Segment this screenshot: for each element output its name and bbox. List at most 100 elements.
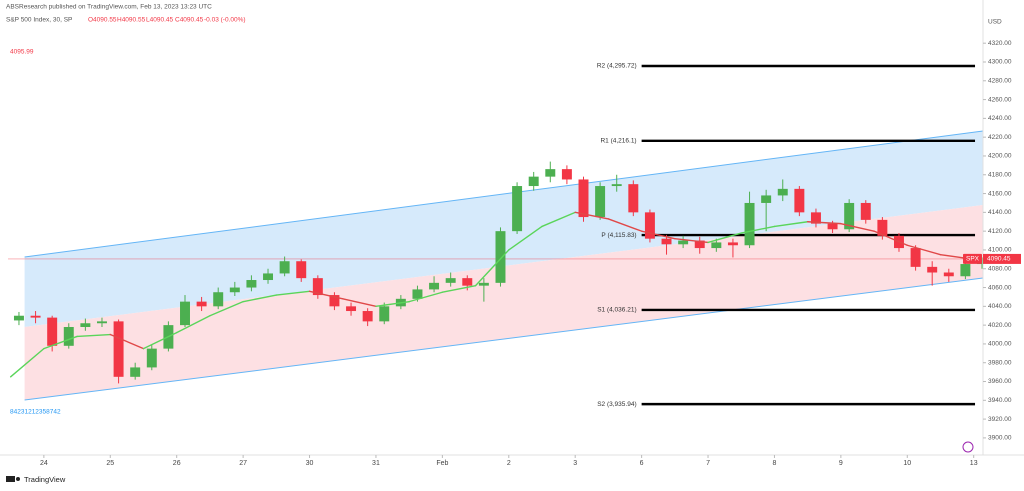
candle-body (661, 238, 672, 245)
candle-body (611, 184, 622, 187)
moving-average (574, 211, 610, 220)
y-tick-label: 3960.00 (988, 378, 1012, 385)
y-tick-label: 4220.00 (988, 134, 1012, 141)
plot-area: R2 (4,295.72) R1 (4,216.1) P (4,115.83) S1 … (8, 63, 983, 408)
moving-average (674, 237, 709, 244)
candle-body (578, 179, 589, 218)
y-tick-label: 4060.00 (988, 284, 1012, 291)
moving-average (906, 244, 942, 256)
y-tick-label: 4260.00 (988, 96, 1012, 103)
candle-body (678, 240, 689, 245)
candle-body (827, 223, 838, 230)
x-tick-label: 10 (903, 460, 911, 467)
candle-body (910, 248, 921, 267)
candle-body (445, 278, 456, 283)
footer-brand: TradingView (24, 475, 66, 484)
moving-average (43, 335, 78, 350)
moving-average (541, 211, 576, 228)
moving-average (242, 294, 278, 303)
x-tick-label: 6 (640, 460, 644, 467)
pivot-label: P (4,115.83) (601, 232, 636, 239)
candle-body (512, 186, 523, 232)
candle-body (80, 323, 91, 328)
candle-body (296, 261, 307, 279)
currency: USD (988, 19, 1002, 26)
x-tick-label: 13 (970, 460, 978, 467)
ohlc-close: C4090.45 (175, 17, 204, 24)
candle-body (495, 231, 506, 283)
moving-average (474, 249, 510, 287)
candle-body (644, 212, 655, 239)
x-tick-label: 25 (106, 460, 114, 467)
candle-body (943, 272, 954, 277)
y-tick-label: 4120.00 (988, 228, 1012, 235)
y-tick-label: 4300.00 (988, 59, 1012, 66)
y-tick-label: 4280.00 (988, 78, 1012, 85)
moving-average (806, 221, 842, 225)
publisher: ABSResearch published on TradingView.com… (6, 4, 212, 11)
candle-body (213, 292, 224, 307)
y-tick-label: 3940.00 (988, 397, 1012, 404)
candle-body (96, 321, 107, 324)
pivot-label: S2 (3,935.94) (597, 401, 636, 408)
candle-body (146, 348, 157, 368)
moving-average (175, 315, 211, 334)
id-text: 84231212358742 (10, 409, 61, 416)
x-tick-label: 26 (173, 460, 181, 467)
moving-average (873, 230, 908, 246)
channel-lower-fill (24, 205, 983, 401)
moving-average (773, 221, 809, 228)
candle-body (180, 301, 190, 326)
candle-body (478, 282, 489, 286)
y-tick-label: 4080.00 (988, 265, 1012, 272)
moving-average (209, 300, 244, 317)
candle-body (47, 317, 58, 346)
moving-average (308, 290, 344, 300)
symbol-tag-box (963, 253, 982, 264)
y-tick-label: 4020.00 (988, 322, 1012, 329)
ohlc-high: H4090.55 (117, 17, 146, 24)
candle-body (429, 282, 440, 290)
symbol: S&P 500 Index, 30, SP (6, 17, 72, 24)
pivot-label: R2 (4,295.72) (597, 63, 637, 70)
x-tick-label: Feb (436, 460, 448, 467)
last-price-box (983, 253, 1021, 264)
y-tick-label: 3900.00 (988, 435, 1012, 442)
y-tick-label: 4240.00 (988, 115, 1012, 122)
candle-body (545, 169, 556, 177)
y-tick-label: 4160.00 (988, 190, 1012, 197)
candle-body (777, 188, 788, 196)
candle-body (279, 261, 290, 274)
y-tick-label: 4000.00 (988, 341, 1012, 348)
marker-price: 4095.99 (10, 49, 34, 56)
x-tick-label: 8 (772, 460, 776, 467)
candle-body (744, 202, 755, 246)
pivot-label: R1 (4,216.1) (600, 138, 636, 145)
y-tick-label: 4140.00 (988, 209, 1012, 216)
y-tick-label: 4320.00 (988, 40, 1012, 47)
alert-icon[interactable] (962, 441, 974, 453)
moving-average (109, 333, 145, 350)
x-tick-label: 7 (706, 460, 710, 467)
moving-average (508, 225, 543, 251)
candle-body (30, 315, 41, 318)
candle-body (113, 321, 124, 377)
candle-body (362, 311, 373, 322)
moving-average (375, 300, 410, 308)
channel-lower (24, 277, 983, 401)
candle-body (329, 295, 340, 307)
candle-body (412, 289, 423, 299)
candle-body (877, 219, 888, 236)
y-tick-label: 3920.00 (988, 416, 1012, 423)
candle-body (561, 169, 572, 180)
candle-body (346, 306, 357, 312)
ohlc-open: O4090.55 (88, 17, 117, 24)
candle-body (528, 176, 539, 187)
moving-average (76, 333, 111, 338)
y-tick-label: 4040.00 (988, 303, 1012, 310)
x-tick-label: 31 (372, 460, 380, 467)
candle-body (628, 184, 639, 213)
footer-logo (6, 476, 20, 482)
moving-average (342, 298, 377, 308)
